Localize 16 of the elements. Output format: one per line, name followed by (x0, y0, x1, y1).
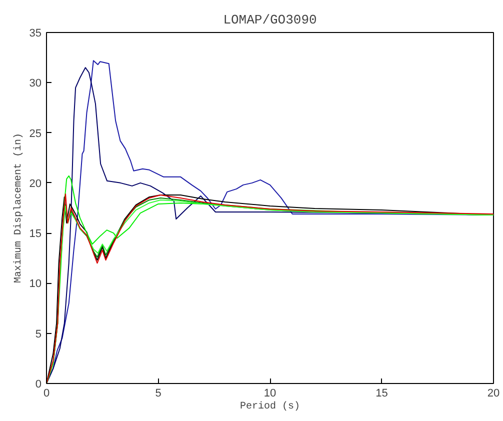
x-axis-title: Period (s) (240, 400, 300, 412)
x-tick-label: 10 (264, 388, 276, 400)
x-tick-label: 0 (43, 388, 50, 400)
x-tick-label: 15 (376, 388, 388, 400)
y-tick-label: 5 (35, 328, 42, 340)
y-tick-label: 35 (29, 28, 42, 40)
y-tick-label: 20 (29, 178, 42, 190)
y-tick-label: 0 (35, 378, 42, 390)
y-tick-label: 15 (29, 228, 42, 240)
y-tick-label: 25 (29, 128, 42, 140)
x-tick-label: 5 (155, 388, 162, 400)
y-tick-label: 10 (29, 278, 42, 290)
x-tick-label: 20 (487, 388, 500, 400)
y-tick-label: 30 (29, 78, 42, 90)
chart-title: LOMAP/GO3090 (223, 12, 317, 28)
y-axis-title: Maximum Displacement (in) (12, 132, 24, 284)
